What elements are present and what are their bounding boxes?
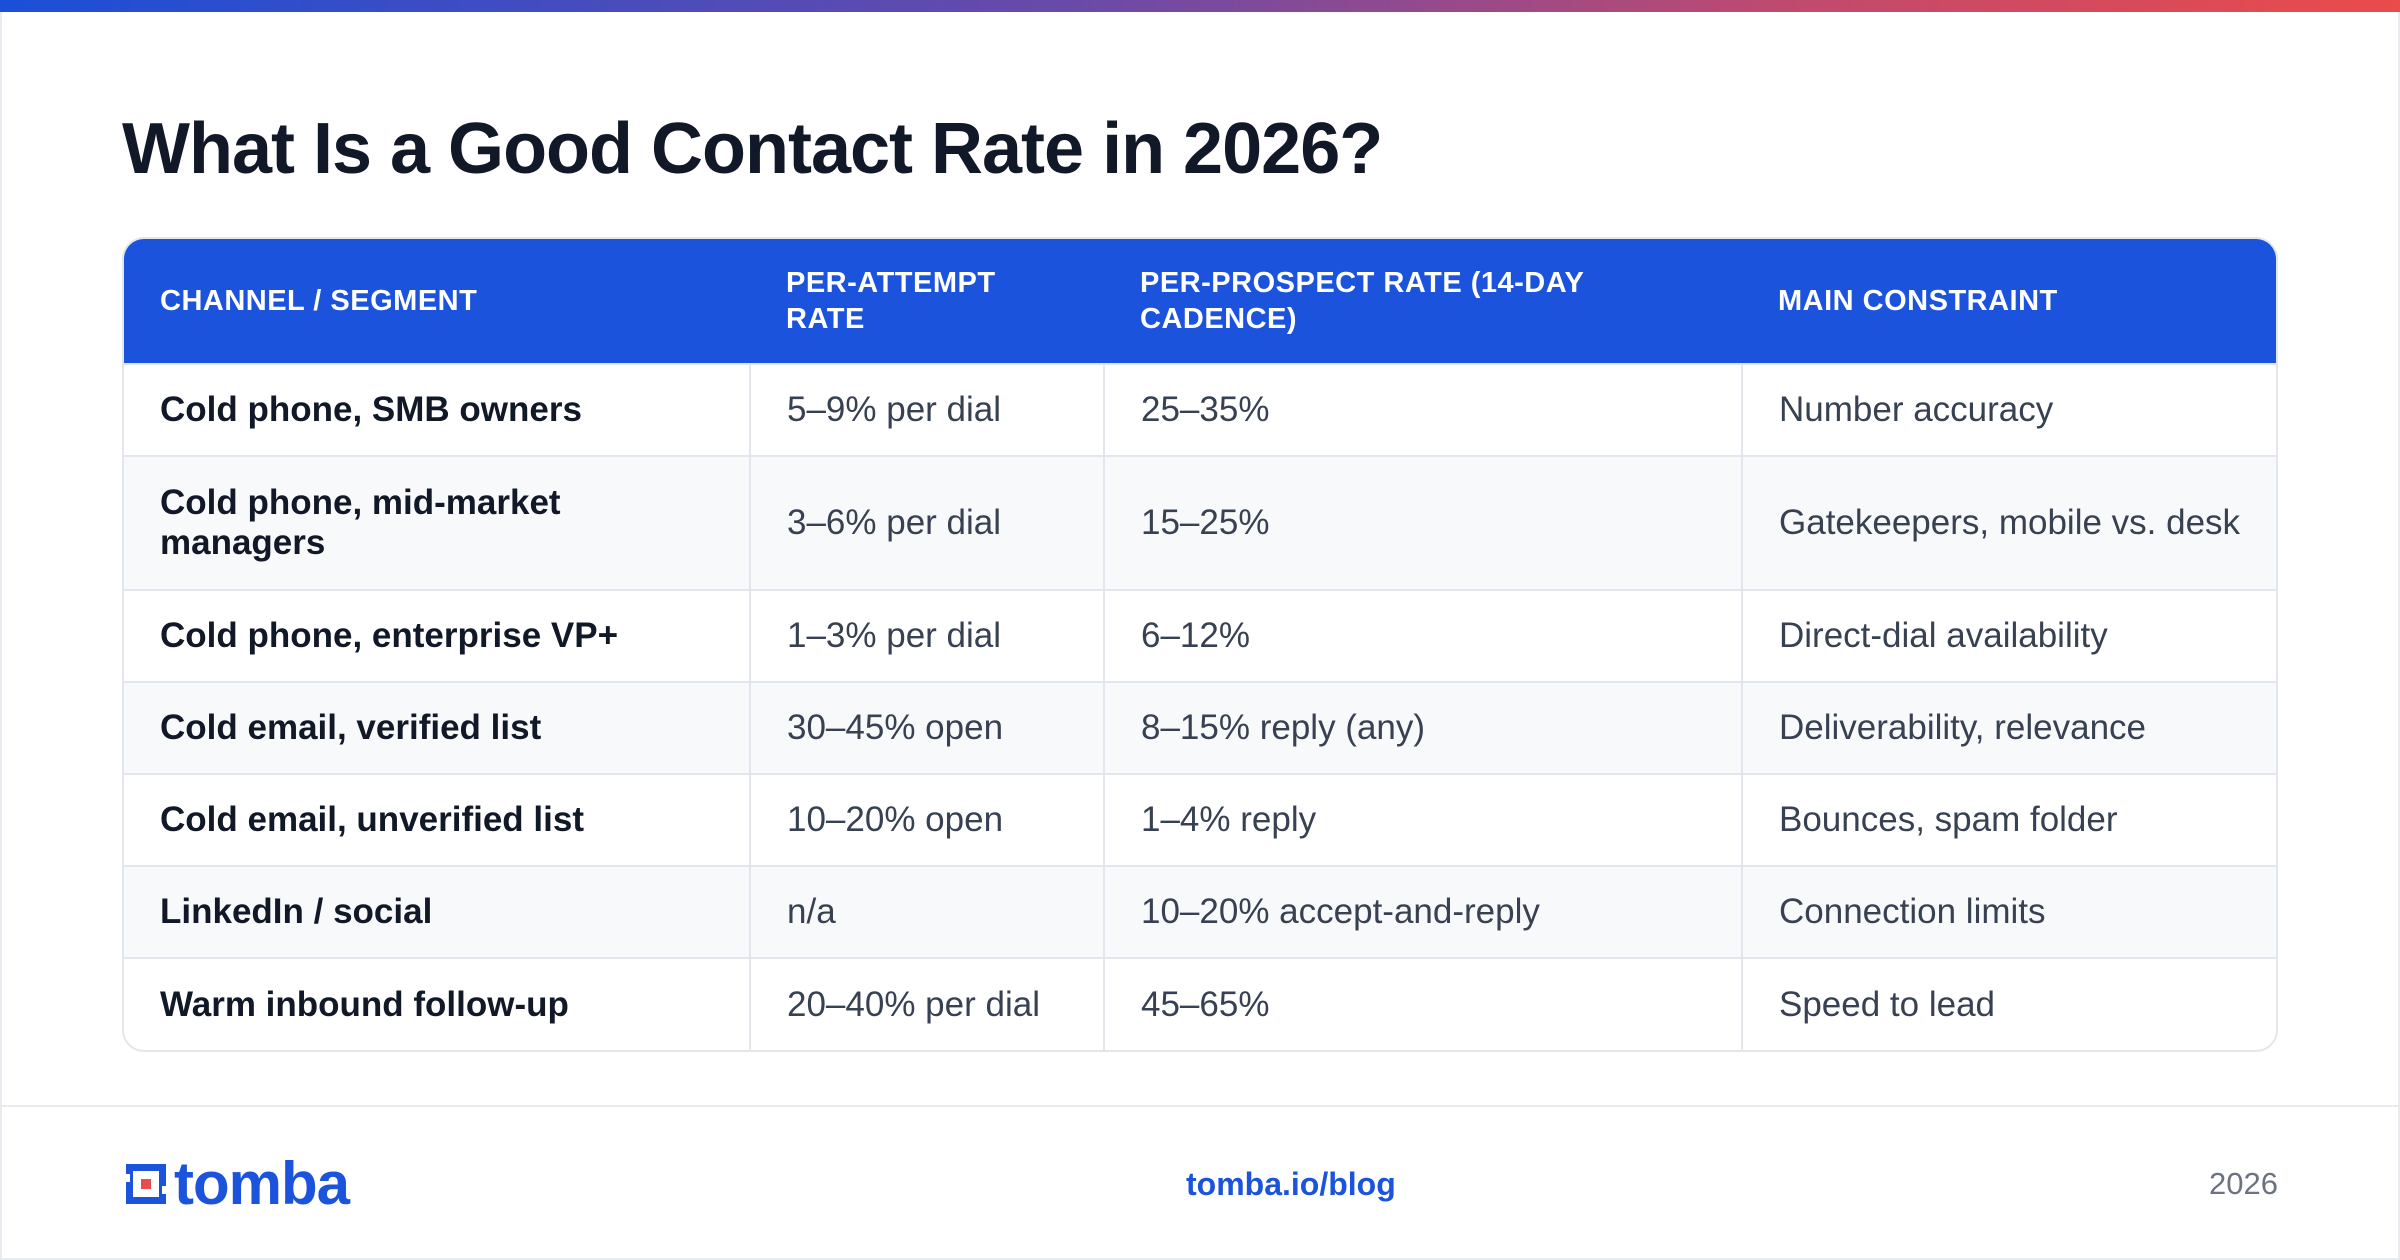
table-header-row: CHANNEL / SEGMENT PER-ATTEMPT RATE PER-P… (124, 239, 2276, 364)
segment-cell: Cold email, unverified list (124, 773, 751, 866)
per-prospect-cell: 6–12% (1104, 589, 1743, 682)
constraint-cell: Number accuracy (1742, 363, 2276, 456)
table-row: Cold phone, mid-market managers 3–6% per… (124, 455, 2276, 590)
constraint-cell: Speed to lead (1742, 957, 2276, 1050)
per-attempt-cell: n/a (750, 865, 1105, 958)
per-attempt-cell: 10–20% open (750, 773, 1105, 866)
header-main-constraint: MAIN CONSTRAINT (1742, 239, 2276, 364)
accent-gradient-bar (0, 0, 2400, 12)
table-row: Cold phone, SMB owners 5–9% per dial 25–… (124, 363, 2276, 456)
contact-rate-table: CHANNEL / SEGMENT PER-ATTEMPT RATE PER-P… (122, 237, 2278, 1052)
segment-cell: Cold phone, mid-market managers (124, 455, 751, 590)
table-row: Cold phone, enterprise VP+ 1–3% per dial… (124, 589, 2276, 682)
constraint-cell: Connection limits (1742, 865, 2276, 958)
per-prospect-cell: 8–15% reply (any) (1104, 681, 1743, 774)
per-attempt-cell: 5–9% per dial (750, 363, 1105, 456)
blog-link[interactable]: tomba.io/blog (1186, 1166, 1396, 1202)
table-row: LinkedIn / social n/a 10–20% accept-and-… (124, 865, 2276, 958)
per-attempt-cell: 3–6% per dial (750, 455, 1105, 590)
constraint-cell: Bounces, spam folder (1742, 773, 2276, 866)
tomba-logo-mark-icon (122, 1164, 170, 1204)
segment-cell: Cold phone, SMB owners (124, 363, 751, 456)
constraint-cell: Gatekeepers, mobile vs. desk (1742, 455, 2276, 590)
segment-cell: LinkedIn / social (124, 865, 751, 958)
table-row: Warm inbound follow-up 20–40% per dial 4… (124, 957, 2276, 1050)
per-attempt-cell: 30–45% open (750, 681, 1105, 774)
segment-cell: Cold email, verified list (124, 681, 751, 774)
constraint-cell: Direct-dial availability (1742, 589, 2276, 682)
footer-year: 2026 (2209, 1166, 2278, 1201)
per-prospect-cell: 1–4% reply (1104, 773, 1743, 866)
segment-cell: Warm inbound follow-up (124, 957, 751, 1050)
header-per-attempt-rate: PER-ATTEMPT RATE (750, 239, 1104, 364)
table-row: Cold email, unverified list 10–20% open … (124, 773, 2276, 866)
per-prospect-cell: 15–25% (1104, 455, 1743, 590)
table-row: Cold email, verified list 30–45% open 8–… (124, 681, 2276, 774)
page-title: What Is a Good Contact Rate in 2026? (122, 109, 1383, 189)
tomba-logo[interactable]: tomba (122, 1150, 350, 1217)
per-attempt-cell: 1–3% per dial (750, 589, 1105, 682)
per-attempt-cell: 20–40% per dial (750, 957, 1105, 1050)
footer-divider (0, 1105, 2400, 1107)
per-prospect-cell: 25–35% (1104, 363, 1743, 456)
per-prospect-cell: 10–20% accept-and-reply (1104, 865, 1743, 958)
header-per-prospect-rate: PER-PROSPECT RATE (14-DAY CADENCE) (1104, 239, 1742, 364)
segment-cell: Cold phone, enterprise VP+ (124, 589, 751, 682)
constraint-cell: Deliverability, relevance (1742, 681, 2276, 774)
header-channel-segment: CHANNEL / SEGMENT (124, 239, 750, 364)
logo-wordmark: tomba (174, 1150, 350, 1217)
per-prospect-cell: 45–65% (1104, 957, 1743, 1050)
